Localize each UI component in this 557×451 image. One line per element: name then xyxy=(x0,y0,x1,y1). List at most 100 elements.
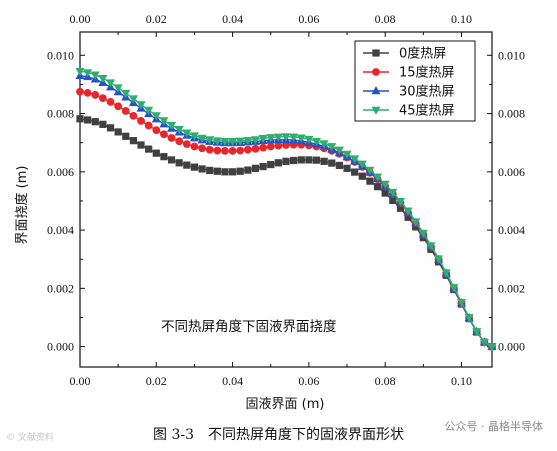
data-point xyxy=(212,137,222,146)
y-tick-label-right: 0.006 xyxy=(498,165,525,179)
data-point xyxy=(320,157,328,165)
data-point xyxy=(144,106,154,115)
data-point xyxy=(167,134,176,142)
data-point xyxy=(434,255,444,264)
data-point xyxy=(136,101,146,110)
data-point xyxy=(182,140,191,149)
data-point xyxy=(106,79,116,88)
data-point xyxy=(114,128,122,136)
x-tick-label-top: 0.02 xyxy=(146,12,167,26)
data-point xyxy=(441,269,451,278)
data-point xyxy=(121,107,130,115)
data-point xyxy=(76,115,84,123)
data-point xyxy=(83,69,93,78)
data-point xyxy=(198,144,206,153)
y-tick-label-left: 0.006 xyxy=(47,165,74,179)
legend-label: 30度热屏 xyxy=(399,84,455,100)
data-point xyxy=(373,173,383,182)
data-point xyxy=(99,120,107,128)
data-point xyxy=(418,229,428,238)
data-point xyxy=(152,126,161,135)
data-point xyxy=(472,328,482,337)
data-point xyxy=(296,134,306,143)
data-point xyxy=(129,111,138,120)
y-tick-label-right: 0.000 xyxy=(498,340,525,354)
data-point xyxy=(175,159,183,167)
data-point xyxy=(189,132,199,141)
data-point xyxy=(160,153,168,161)
legend-marker xyxy=(371,106,381,115)
data-point xyxy=(228,146,237,155)
data-point xyxy=(365,166,375,175)
data-point xyxy=(449,284,459,293)
data-point xyxy=(205,136,215,145)
x-tick-label-bottom: 0.00 xyxy=(70,374,91,388)
data-point xyxy=(91,91,100,99)
y-tick-label-right: 0.010 xyxy=(498,48,525,62)
legend-marker xyxy=(372,68,380,76)
legend-label: 0度热屏 xyxy=(399,46,446,62)
y-tick-label-left: 0.004 xyxy=(47,223,74,237)
data-point xyxy=(403,207,413,216)
y-tick-label-right: 0.004 xyxy=(498,223,525,237)
data-point xyxy=(98,75,108,84)
data-point xyxy=(106,124,115,132)
series-3 xyxy=(75,68,497,352)
x-tick-label-bottom: 0.02 xyxy=(146,374,167,388)
data-point xyxy=(259,143,268,152)
data-point xyxy=(388,188,398,198)
series-0 xyxy=(76,115,496,351)
data-point xyxy=(289,133,299,142)
series-line xyxy=(79,91,493,348)
legend-label: 45度热屏 xyxy=(399,103,455,119)
data-point xyxy=(464,314,474,323)
data-point xyxy=(198,165,206,173)
data-point xyxy=(411,218,421,227)
data-point xyxy=(251,144,260,153)
data-point xyxy=(373,183,382,191)
x-tick-label-bottom: 0.08 xyxy=(375,374,396,388)
data-point xyxy=(351,168,359,176)
data-point xyxy=(144,121,153,130)
data-point xyxy=(395,197,405,207)
y-tick-label-left: 0.008 xyxy=(47,107,74,121)
data-point xyxy=(83,88,92,97)
data-point xyxy=(250,136,260,145)
data-point xyxy=(128,95,138,104)
data-point xyxy=(106,98,115,106)
data-point xyxy=(258,135,268,144)
data-point xyxy=(183,161,191,169)
data-point xyxy=(266,134,276,143)
data-point xyxy=(137,116,145,125)
data-point xyxy=(221,168,229,176)
data-point xyxy=(259,162,267,171)
data-point xyxy=(90,71,100,80)
x-tick-label-bottom: 0.10 xyxy=(451,374,472,388)
data-point xyxy=(160,130,168,139)
x-axis-label: 固液界面 (m) xyxy=(246,397,325,412)
data-point xyxy=(334,146,344,155)
data-point xyxy=(213,167,221,175)
data-point xyxy=(274,141,283,150)
plot-border xyxy=(79,31,493,368)
data-point xyxy=(220,137,230,147)
data-point xyxy=(190,163,199,171)
data-point xyxy=(273,133,283,142)
data-point xyxy=(167,121,177,131)
data-point xyxy=(159,117,169,126)
data-point xyxy=(129,137,138,145)
axis-ticks: 0.00 0.00 0.02 0.02 0.04 0.04 0.06 0.06 0.08 0.08… xyxy=(47,12,525,388)
data-point xyxy=(197,134,207,143)
data-point xyxy=(312,156,321,164)
legend-marker xyxy=(372,49,380,57)
data-point xyxy=(205,145,214,154)
series-1 xyxy=(76,87,496,351)
data-point xyxy=(91,118,99,126)
data-point xyxy=(174,125,184,135)
data-point xyxy=(312,137,322,147)
x-tick-label-top: 0.06 xyxy=(298,12,319,26)
data-point xyxy=(76,87,84,96)
data-point xyxy=(282,157,290,165)
legend-entry: 30度热屏 xyxy=(363,84,455,100)
x-tick-label-top: 0.00 xyxy=(70,12,91,26)
